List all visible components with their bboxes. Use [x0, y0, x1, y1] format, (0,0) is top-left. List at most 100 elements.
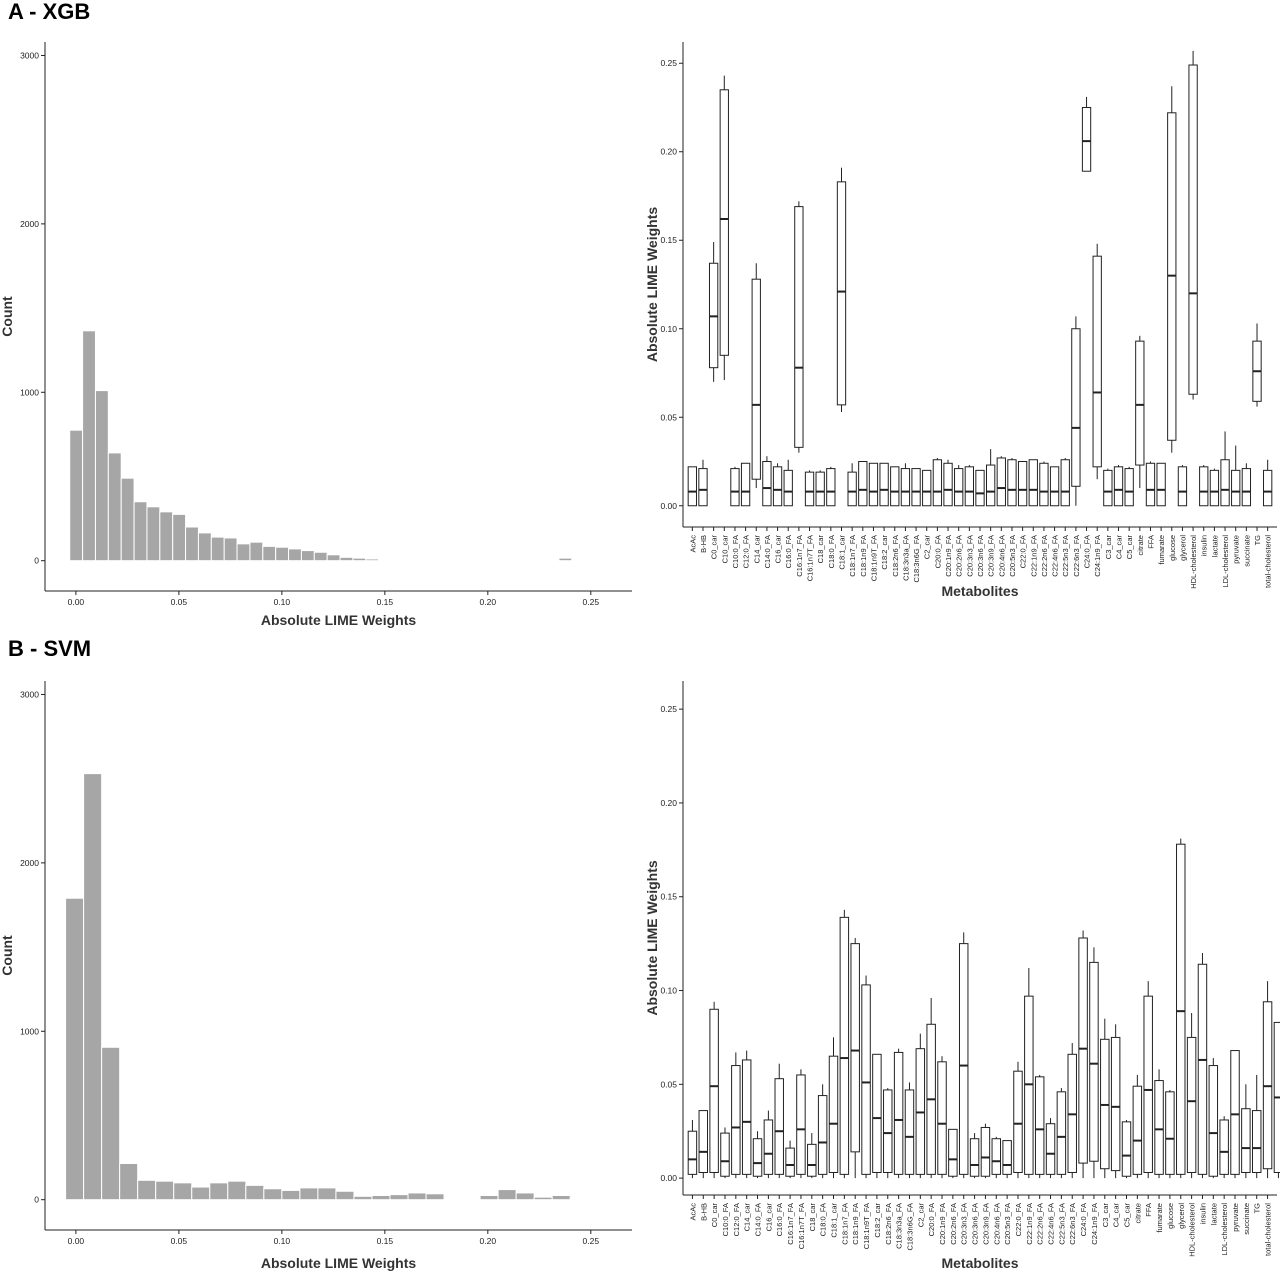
histogram-bar [442, 559, 457, 562]
histogram-bar [245, 1184, 265, 1201]
histogram-bar [191, 1186, 211, 1201]
x-category-label: LDL-cholesterol [1221, 535, 1230, 588]
box-iqr [1089, 961, 1099, 1162]
histogram-bar [352, 557, 367, 562]
y-axis-title: Absolute LIME Weights [644, 860, 660, 1016]
histogram-bar [371, 1194, 391, 1201]
y-tick-label: 0.05 [660, 412, 677, 422]
x-category-label: C20:3n9_FA [987, 535, 996, 577]
box-iqr [1176, 843, 1186, 1175]
box-iqr [1145, 462, 1156, 507]
y-tick-label: 0.05 [660, 1079, 677, 1089]
box-iqr [796, 1074, 806, 1175]
x-category-label: TG [1253, 535, 1262, 546]
box-iqr [763, 1119, 774, 1175]
box-iqr [1154, 1080, 1164, 1175]
y-tick-label: 1000 [20, 1026, 39, 1036]
box-iqr [847, 471, 857, 507]
x-tick-label: 0.20 [480, 1236, 497, 1246]
y-tick-label: 0.15 [660, 892, 677, 902]
x-category-label: C20:1n9_FA [938, 1203, 947, 1245]
x-category-label: C18:1n9T_FA [869, 535, 878, 581]
histogram-bar [288, 548, 302, 562]
box-iqr [772, 466, 783, 507]
x-category-label: insulin [1200, 535, 1209, 556]
x-category-label: C20:3n6_FA [971, 1203, 980, 1245]
x-axis-title: Metabolites [941, 583, 1018, 599]
x-category-label: C22:4n6_FA [1051, 535, 1060, 577]
x-category-label: C10:0_FA [721, 1203, 730, 1236]
x-category-label: C16:1n7T_FA [806, 535, 815, 581]
box-iqr [883, 1089, 893, 1173]
y-tick-label: 1000 [20, 387, 39, 397]
x-category-label: C16:1n7_FA [795, 535, 804, 577]
box-iqr [1230, 1050, 1240, 1175]
histogram-bar [587, 1198, 607, 1201]
x-category-label: C0_car [710, 1203, 719, 1228]
x-category-label: C20:0_FA [933, 535, 942, 568]
x-category-label: LDL-cholesterol [1220, 1203, 1229, 1256]
histogram-bar [545, 559, 560, 562]
histogram-bar [497, 1189, 517, 1201]
histogram-bar [94, 390, 109, 562]
box-iqr [964, 466, 975, 507]
y-tick-label: 0.10 [660, 986, 677, 996]
x-category-label: C16:1n7T_FA [797, 1203, 806, 1249]
box-iqr [741, 1059, 752, 1175]
x-category-label: total-cholesterol [1264, 535, 1273, 588]
histogram-bar [468, 559, 483, 562]
x-category-label: C2_car [923, 535, 932, 560]
box-iqr [1241, 468, 1252, 507]
box-iqr [1186, 1036, 1197, 1173]
box-iqr [954, 468, 964, 507]
x-category-label: C18:2n6_FA [891, 535, 900, 577]
box-iqr [911, 468, 921, 507]
y-axis-title: Count [0, 296, 15, 337]
histogram-bar [65, 897, 85, 1201]
box-iqr [774, 1078, 784, 1175]
x-category-label: C22:0_FA [1019, 535, 1028, 568]
x-category-label: C10_car [720, 535, 729, 564]
histogram-bar [551, 1194, 571, 1201]
histogram-bar [519, 559, 534, 562]
panel-title-a: A - XGB [8, 0, 90, 24]
box-iqr [1220, 459, 1230, 507]
x-category-label: lactate [1209, 1203, 1218, 1225]
x-tick-label: 0.00 [68, 1236, 85, 1246]
box-iqr [1121, 1121, 1132, 1177]
box-iqr [958, 943, 969, 1175]
box-iqr [720, 1132, 730, 1177]
histogram-bar [558, 557, 573, 562]
box-iqr [1156, 462, 1166, 507]
histogram-bar [425, 1193, 445, 1201]
x-category-label: C22:5n3_FA [1061, 535, 1070, 577]
box-iqr [1165, 1091, 1175, 1175]
histogram-bar [479, 1194, 499, 1201]
x-category-label: insulin [1198, 1203, 1207, 1224]
box-iqr [751, 278, 761, 480]
x-category-label: citrate [1133, 1203, 1142, 1223]
box-iqr [762, 461, 772, 507]
x-category-label: C20:3n3_FA [960, 1203, 969, 1245]
y-tick-label: 0.25 [660, 58, 677, 68]
x-category-label: C18:1_car [837, 535, 846, 570]
box-iqr [1071, 328, 1081, 487]
x-category-label: C18:3n6G_FA [905, 1203, 914, 1251]
box-iqr [1241, 1108, 1251, 1173]
x-category-label: C20:2n6_FA [955, 535, 964, 577]
histogram-bar [159, 511, 174, 562]
x-category-label: total-cholesterol [1264, 1203, 1273, 1256]
histogram-bar [155, 1180, 175, 1201]
box-iqr [783, 469, 793, 507]
x-category-label: C18:1n7_FA [848, 535, 857, 577]
histogram-bar [533, 1196, 553, 1201]
box-iqr [996, 457, 1006, 507]
x-tick-label: 0.15 [377, 597, 394, 607]
histogram-bar [197, 532, 212, 562]
y-tick-label: 0.00 [660, 1173, 677, 1183]
x-category-label: C18:2_car [873, 1203, 882, 1238]
y-tick-label: 0.15 [660, 235, 677, 245]
histogram-bar [299, 1187, 319, 1201]
histogram-svm: 0 1000 2000 3000 0.00 0.05 0.10 0.15 0.20 0.25 Abs… [0, 681, 632, 1271]
x-category-label: succinate [1242, 1203, 1251, 1235]
